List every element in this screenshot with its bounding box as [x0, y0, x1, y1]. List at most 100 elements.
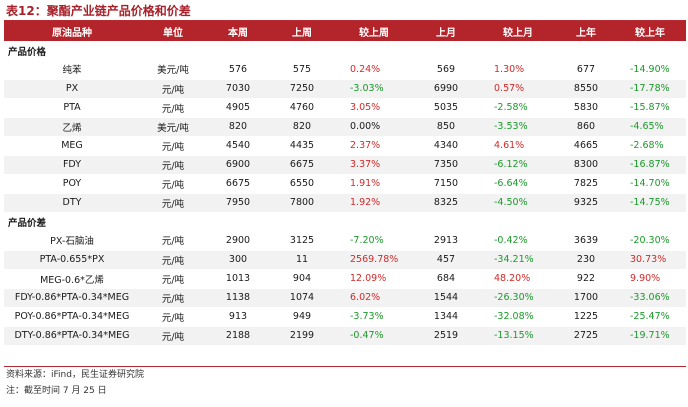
- price-spread-table: 原油品种 单位 本周 上周 较上周 上月 较上月 上年 较上年 产品价格 纯苯 美元…: [4, 21, 686, 346]
- table-row: FDY-0.86*PTA-0.34*MEG 元/吨 1138 1074 6.02% 154…: [4, 288, 686, 308]
- cell-last-week: 575: [270, 60, 334, 80]
- cell-last-week: 7800: [270, 193, 334, 213]
- cell-last-week: 820: [270, 117, 334, 137]
- cell-unit: 元/吨: [140, 231, 206, 251]
- cell-wow: -3.73%: [334, 307, 414, 327]
- cell-product: POY: [4, 174, 140, 194]
- table-row: PX-石脑油 元/吨 2900 3125 -7.20% 2913 -0.42% 3639 -20…: [4, 231, 686, 251]
- cell-wow: 1.91%: [334, 174, 414, 194]
- cell-last-year: 2725: [558, 326, 614, 346]
- table-title: 表12：聚酯产业链产品价格和价差: [6, 4, 191, 18]
- cell-unit: 元/吨: [140, 98, 206, 118]
- cell-yoy: -19.71%: [614, 326, 686, 346]
- header-unit: 单位: [140, 21, 206, 41]
- cell-mom: -6.12%: [478, 155, 558, 175]
- cell-last-week: 6550: [270, 174, 334, 194]
- cell-last-year: 5830: [558, 98, 614, 118]
- cell-wow: -0.47%: [334, 326, 414, 346]
- cell-mom: 4.61%: [478, 136, 558, 156]
- cell-this-week: 913: [206, 307, 270, 327]
- cell-last-week: 3125: [270, 231, 334, 251]
- cell-wow: -3.03%: [334, 79, 414, 99]
- cell-last-month: 684: [414, 269, 478, 289]
- cell-product: MEG: [4, 136, 140, 156]
- cell-product: MEG-0.6*乙烯: [4, 269, 140, 289]
- cell-product: 纯苯: [4, 60, 140, 80]
- cell-product: PX: [4, 79, 140, 99]
- cell-wow: 2569.78%: [334, 250, 414, 270]
- table-row: POY 元/吨 6675 6550 1.91% 7150 -6.64% 7825 -14.70%: [4, 174, 686, 194]
- cell-last-week: 2199: [270, 326, 334, 346]
- table-row: 纯苯 美元/吨 576 575 0.24% 569 1.30% 677 -14.90%: [4, 60, 686, 80]
- cell-product: FDY: [4, 155, 140, 175]
- cell-last-month: 7350: [414, 155, 478, 175]
- cell-last-year: 922: [558, 269, 614, 289]
- cell-last-week: 6675: [270, 155, 334, 175]
- cell-this-week: 7030: [206, 79, 270, 99]
- cell-wow: -7.20%: [334, 231, 414, 251]
- cell-last-month: 1344: [414, 307, 478, 327]
- cell-wow: 2.37%: [334, 136, 414, 156]
- cell-last-year: 677: [558, 60, 614, 80]
- cell-this-week: 6675: [206, 174, 270, 194]
- cell-unit: 元/吨: [140, 79, 206, 99]
- table-row: MEG 元/吨 4540 4435 2.37% 4340 4.61% 4665 -2.68%: [4, 136, 686, 156]
- cell-mom: -6.64%: [478, 174, 558, 194]
- table-row: DTY 元/吨 7950 7800 1.92% 8325 -4.50% 9325 -14.75%: [4, 193, 686, 213]
- cell-mom: -34.21%: [478, 250, 558, 270]
- cell-last-month: 457: [414, 250, 478, 270]
- cell-yoy: -25.47%: [614, 307, 686, 327]
- cell-mom: -2.58%: [478, 98, 558, 118]
- cell-product: DTY-0.86*PTA-0.34*MEG: [4, 326, 140, 346]
- cell-product: 乙烯: [4, 117, 140, 137]
- cell-last-year: 3639: [558, 231, 614, 251]
- cell-this-week: 820: [206, 117, 270, 137]
- cell-last-month: 2519: [414, 326, 478, 346]
- cell-product: PTA: [4, 98, 140, 118]
- cell-unit: 元/吨: [140, 269, 206, 289]
- cell-last-year: 4665: [558, 136, 614, 156]
- cell-mom: -3.53%: [478, 117, 558, 137]
- header-wow: 较上周: [334, 21, 414, 41]
- cell-mom: -32.08%: [478, 307, 558, 327]
- cell-wow: 6.02%: [334, 288, 414, 308]
- cell-yoy: -2.68%: [614, 136, 686, 156]
- cell-unit: 元/吨: [140, 250, 206, 270]
- cell-product: DTY: [4, 193, 140, 213]
- cell-unit: 元/吨: [140, 155, 206, 175]
- section-label: 产品价差: [4, 212, 686, 231]
- cell-this-week: 1138: [206, 288, 270, 308]
- cell-yoy: -16.87%: [614, 155, 686, 175]
- cell-this-week: 6900: [206, 155, 270, 175]
- cell-this-week: 300: [206, 250, 270, 270]
- cell-wow: 3.05%: [334, 98, 414, 118]
- table-row: FDY 元/吨 6900 6675 3.37% 7350 -6.12% 8300 -16.87%: [4, 155, 686, 175]
- cell-last-month: 7150: [414, 174, 478, 194]
- cell-product: PTA-0.655*PX: [4, 250, 140, 270]
- cell-last-week: 4760: [270, 98, 334, 118]
- header-last-week: 上周: [270, 21, 334, 41]
- cell-last-week: 904: [270, 269, 334, 289]
- cell-wow: 1.92%: [334, 193, 414, 213]
- cell-last-month: 2913: [414, 231, 478, 251]
- cell-last-month: 4340: [414, 136, 478, 156]
- source-note: 资料来源：iFind，民生证券研究院: [6, 370, 144, 380]
- table-body: 产品价格 纯苯 美元/吨 576 575 0.24% 569 1.30% 677 -14.90% P…: [4, 41, 686, 346]
- cell-last-month: 1544: [414, 288, 478, 308]
- table-row: PTA 元/吨 4905 4760 3.05% 5035 -2.58% 5830 -15.87%: [4, 98, 686, 118]
- cell-this-week: 2188: [206, 326, 270, 346]
- cell-yoy: 30.73%: [614, 250, 686, 270]
- section-header-row: 产品价格: [4, 41, 686, 60]
- table-row: MEG-0.6*乙烯 元/吨 1013 904 12.09% 684 48.20% 922 9.…: [4, 269, 686, 289]
- cell-unit: 元/吨: [140, 174, 206, 194]
- header-this-week: 本周: [206, 21, 270, 41]
- table-row: PTA-0.655*PX 元/吨 300 11 2569.78% 457 -34.21% 23…: [4, 250, 686, 270]
- cell-unit: 元/吨: [140, 307, 206, 327]
- cell-mom: -4.50%: [478, 193, 558, 213]
- cell-last-week: 949: [270, 307, 334, 327]
- cell-mom: 1.30%: [478, 60, 558, 80]
- cell-unit: 元/吨: [140, 288, 206, 308]
- cell-yoy: 9.90%: [614, 269, 686, 289]
- table-row: POY-0.86*PTA-0.34*MEG 元/吨 913 949 -3.73% 1344…: [4, 307, 686, 327]
- cell-last-month: 5035: [414, 98, 478, 118]
